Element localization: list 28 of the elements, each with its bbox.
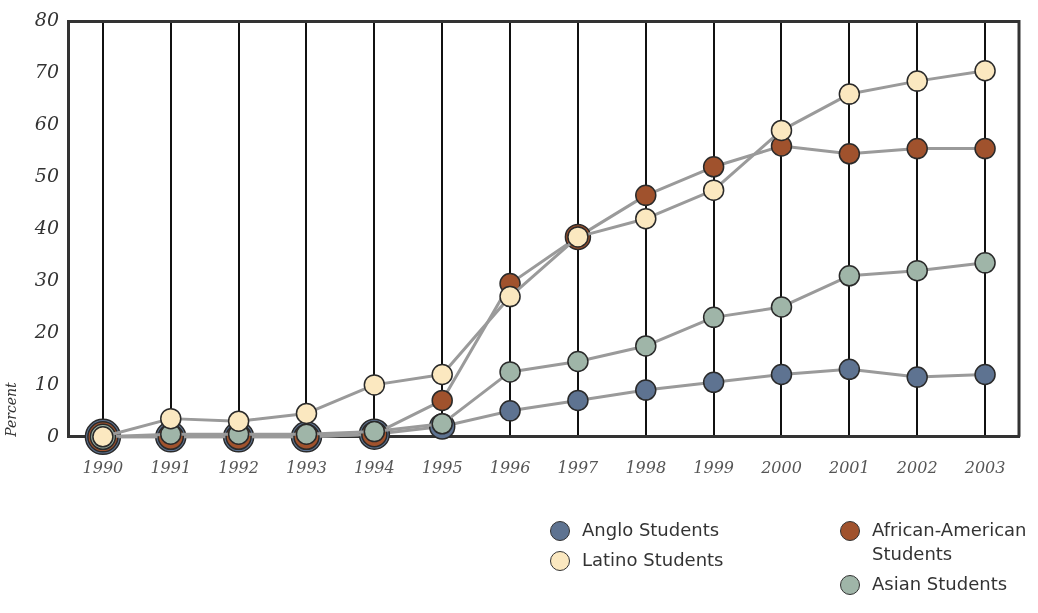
x-tick-label: 1992 — [218, 457, 259, 477]
y-tick-label: 60 — [34, 112, 59, 135]
y-axis-title: Percent — [3, 381, 20, 438]
y-tick-label: 70 — [34, 60, 59, 83]
y-tick-label: 30 — [34, 267, 59, 290]
y-tick-label: 50 — [34, 164, 59, 187]
legend-label: African-American Students — [872, 518, 1028, 566]
y-tick-label: 80 — [34, 8, 59, 31]
x-tick-label: 1998 — [625, 457, 667, 477]
legend-label: Asian Students — [872, 572, 1008, 596]
y-tick-label: 0 — [46, 423, 59, 446]
y-tick-label: 20 — [33, 319, 59, 342]
x-tick-label: 2002 — [895, 457, 938, 477]
x-tick-label: 1994 — [353, 457, 395, 477]
x-tick-label: 1990 — [82, 457, 124, 477]
x-tick-label: 1999 — [693, 457, 734, 477]
x-tick-label: 2003 — [963, 457, 1006, 477]
x-tick-label: 1993 — [286, 457, 327, 477]
legend-label: Latino Students — [582, 548, 724, 572]
x-tick-label: 1991 — [150, 457, 192, 477]
x-tick-label: 1996 — [489, 457, 531, 477]
x-tick-label: 1995 — [421, 457, 463, 477]
legend-label: Anglo Students — [582, 518, 720, 542]
y-tick-label: 40 — [33, 216, 59, 239]
y-tick-label: 10 — [34, 371, 59, 394]
x-tick-label: 2000 — [760, 457, 802, 477]
x-tick-label: 2001 — [827, 457, 870, 477]
x-tick-label: 1997 — [557, 457, 600, 477]
